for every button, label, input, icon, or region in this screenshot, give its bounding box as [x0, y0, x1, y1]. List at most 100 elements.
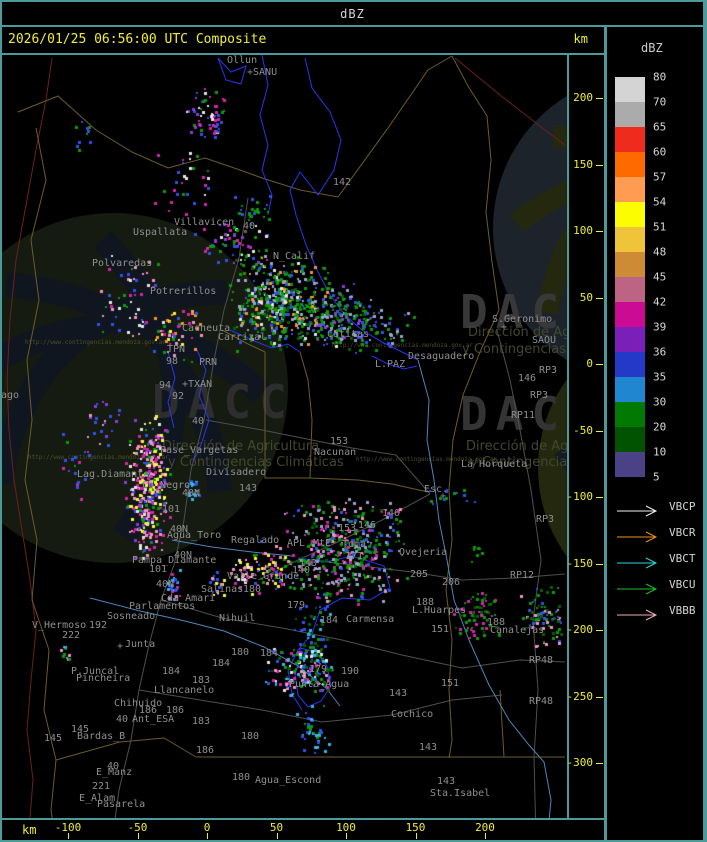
map-place-label: Valle Grande	[227, 571, 300, 582]
timestamp-label: 2026/01/25 06:56:00 UTC Composite	[8, 32, 267, 47]
axis-tick	[596, 430, 603, 432]
scale-label: 42	[653, 295, 667, 309]
vector-label: VBCR	[669, 526, 696, 539]
map-place-label: 145	[44, 733, 63, 744]
axis-tick	[596, 630, 603, 631]
map-place-label: 143	[389, 688, 408, 699]
map-place-label: La Horqueta	[461, 459, 528, 470]
vector-arrow-icon	[617, 505, 658, 517]
map-place-label: 180	[231, 647, 250, 658]
axis-tick-label: 200	[475, 821, 495, 834]
scale-label: 80	[653, 70, 667, 84]
axis-tick-label: -100	[566, 489, 594, 503]
map-place-label: 143	[419, 742, 438, 753]
axis-tick	[596, 297, 603, 299]
map-place-label: 142	[333, 177, 352, 188]
map-place-label: Pampa_Diamante	[132, 555, 217, 566]
map-place-label: 40	[107, 761, 120, 772]
map-place-label: 222	[62, 630, 81, 641]
map-place-label: 186	[196, 745, 215, 756]
map-place-label: Carrizal	[218, 332, 267, 343]
map-place-label: N_Calif	[273, 251, 316, 262]
map-place-label: Llancanelo	[154, 685, 215, 696]
axis-tick-label: 50	[579, 290, 593, 304]
axis-tick	[68, 833, 69, 839]
scale-swatch	[615, 327, 645, 352]
scale-swatch	[615, 452, 645, 477]
map-place-label: 40	[243, 221, 256, 232]
map-place-label: Punta_Agua	[289, 679, 350, 690]
scale-swatch	[615, 302, 645, 327]
map-place-label: Toma	[342, 539, 367, 550]
map-place-label: Nacunan	[314, 447, 357, 458]
map-place-label: Desaguadero	[408, 351, 475, 362]
vertical-axis: 200 150 100 50 0 -50 -100 -150 -200 -250 -300	[566, 55, 604, 818]
map-place-label: Pase_Vargetas	[160, 445, 239, 456]
map-place-label: 40	[192, 416, 205, 427]
map-place-label: 151	[441, 678, 460, 689]
map-place-label: SAOU	[532, 335, 557, 346]
map-place-label: Chihuido	[114, 698, 163, 709]
map-place-label: +	[501, 322, 508, 333]
axis-tick	[346, 833, 347, 839]
map-place-label: Divisadero	[206, 467, 267, 478]
map-place-label: 153	[338, 523, 357, 534]
axis-tick	[596, 763, 603, 764]
scale-label: 65	[653, 120, 667, 134]
map-place-label: RP48	[529, 655, 554, 666]
vector-row: VBCP	[617, 500, 696, 517]
map-place-label: Ant_ESA	[132, 714, 175, 725]
scale-swatch	[615, 102, 645, 127]
axis-tick	[596, 364, 603, 365]
map-place-label: Lag.Diamante	[77, 469, 150, 480]
axis-tick-label: -100	[54, 821, 82, 834]
radar-echo-canvas	[2, 55, 567, 818]
map-place-label: MtE	[313, 538, 332, 549]
map-place-label: 184	[212, 658, 231, 669]
scale-label: 70	[653, 95, 667, 109]
axis-tick-label: 50	[269, 821, 284, 834]
map-place-label: Junta	[125, 639, 156, 650]
scale-label: 48	[653, 245, 667, 259]
map-place-label: E_Manz	[96, 767, 133, 778]
map-place-label: L.Huarpes	[412, 605, 467, 616]
map-place-label: +	[117, 641, 124, 652]
map-place-label: RP11	[511, 410, 536, 421]
axis-tick-label: 0	[203, 821, 211, 834]
map-place-label: 40N	[156, 579, 175, 590]
scale-label: 36	[653, 345, 667, 359]
map-place-label: 92	[172, 391, 185, 402]
map-place-label: 146	[358, 520, 377, 531]
radar-map: DACCDACCDACCDirección de Agriculturay Co…	[2, 55, 567, 818]
axis-tick	[596, 497, 603, 498]
map-place-label: 143	[299, 558, 318, 569]
horizontal-axis-unit-label: km	[22, 823, 37, 837]
axis-tick-label: -50	[127, 821, 148, 834]
map-place-label: RP3	[536, 514, 555, 525]
map-place-label: Regalado	[231, 535, 280, 546]
scale-label: 20	[653, 420, 667, 434]
map-place-label: 40N	[174, 550, 193, 561]
map-place-label: 221	[92, 781, 111, 792]
map-place-label: RP3	[539, 365, 558, 376]
map-place-label: Agua_Toro	[167, 530, 222, 541]
axis-tick	[596, 563, 603, 565]
map-place-label: Cda_Amari	[161, 593, 216, 604]
map-place-label: 40N	[170, 524, 189, 535]
vector-arrow-icon	[617, 609, 658, 621]
map-place-label: APL	[287, 538, 306, 549]
map-place-label: Nihuil	[219, 613, 256, 624]
map-place-label: 184	[320, 615, 339, 626]
map-place-label: 153	[330, 436, 349, 447]
map-place-label: Catitas	[327, 329, 370, 340]
scale-label: 10	[653, 445, 667, 459]
map-place-label: 101	[149, 564, 168, 575]
map-place-label: 206	[442, 577, 461, 588]
map-place-label: Salinas	[201, 584, 244, 595]
map-place-label: 40N	[182, 488, 201, 499]
scale-swatch	[615, 377, 645, 402]
vector-row: VBCU	[617, 578, 696, 595]
map-place-label: 140	[292, 565, 311, 576]
legend-title: dBZ	[641, 41, 663, 55]
